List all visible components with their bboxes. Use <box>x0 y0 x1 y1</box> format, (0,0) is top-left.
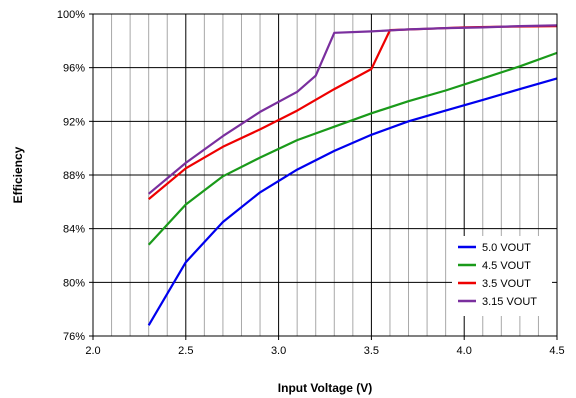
y-axis-ticks: 76% 80% 84% 88% 92% 96% 100% <box>57 9 93 343</box>
y-tick-label: 88% <box>63 170 85 182</box>
legend: 5.0 VOUT 4.5 VOUT 3.5 VOUT 3.15 VOUT <box>452 236 552 316</box>
y-tick-label: 84% <box>63 224 85 236</box>
x-axis-ticks: 2.0 2.5 3.0 3.5 4.0 4.5 <box>85 336 565 357</box>
y-tick-label: 80% <box>63 277 85 289</box>
x-tick-label: 4.0 <box>457 345 472 357</box>
y-tick-label: 96% <box>63 63 85 75</box>
series-line <box>147 51 558 246</box>
x-axis-title: Input Voltage (V) <box>278 381 372 395</box>
y-tick-label: 92% <box>63 116 85 128</box>
series-line <box>147 24 558 195</box>
legend-label: 3.15 VOUT <box>482 296 537 308</box>
series-lines <box>147 24 558 326</box>
x-tick-label: 3.0 <box>271 345 286 357</box>
series-line <box>147 77 558 326</box>
x-tick-label: 3.5 <box>364 345 379 357</box>
y-tick-label: 100% <box>57 9 85 21</box>
legend-label: 3.5 VOUT <box>482 278 531 290</box>
x-tick-label: 2.5 <box>178 345 193 357</box>
x-tick-label: 2.0 <box>85 345 100 357</box>
legend-box <box>452 236 552 316</box>
legend-label: 4.5 VOUT <box>482 260 531 272</box>
y-axis-title: Efficiency <box>11 146 25 203</box>
legend-label: 5.0 VOUT <box>482 242 531 254</box>
y-tick-label: 76% <box>63 331 85 343</box>
x-tick-label: 4.5 <box>549 345 564 357</box>
